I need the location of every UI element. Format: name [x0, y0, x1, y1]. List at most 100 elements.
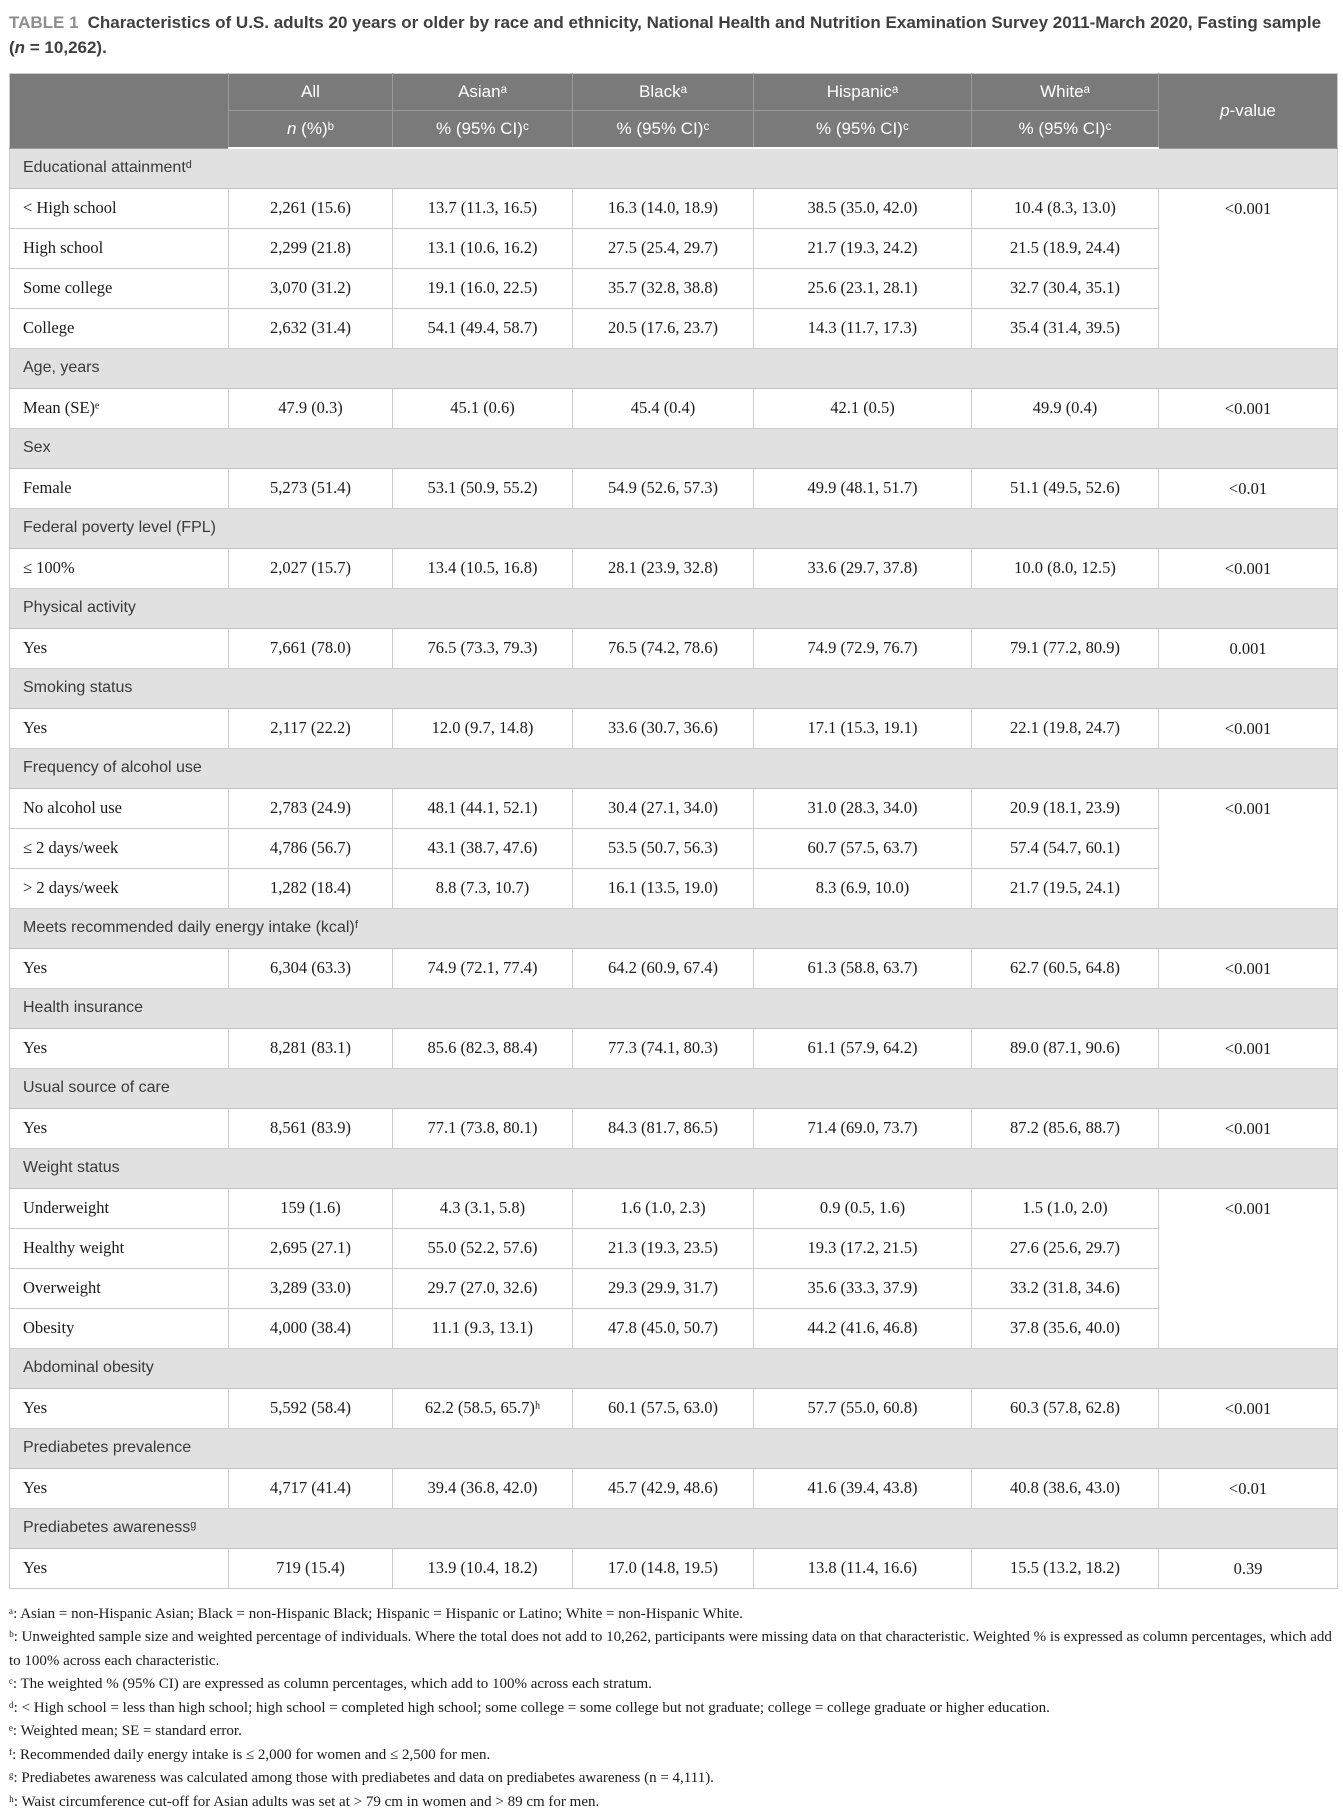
value-cell-asian: 4.3 (3.1, 5.8) — [393, 1188, 573, 1228]
value-cell-black: 1.6 (1.0, 2.3) — [573, 1188, 754, 1228]
section-header-abdominal-obesity: Abdominal obesity — [10, 1348, 1338, 1388]
value-cell-black: 27.5 (25.4, 29.7) — [573, 228, 754, 268]
pvalue-header-italic: p — [1220, 101, 1229, 120]
value-cell-all: 159 (1.6) — [229, 1188, 393, 1228]
row-label-high-school: High school — [10, 228, 229, 268]
value-cell-hispanic: 31.0 (28.3, 34.0) — [754, 788, 972, 828]
value-cell-hispanic: 35.6 (33.3, 37.9) — [754, 1268, 972, 1308]
footnotes: ᵃ: Asian = non-Hispanic Asian; Black = n… — [9, 1603, 1337, 1814]
value-cell-hispanic: 38.5 (35.0, 42.0) — [754, 188, 972, 228]
value-cell-asian: 55.0 (52.2, 57.6) — [393, 1228, 573, 1268]
value-cell-asian: 43.1 (38.7, 47.6) — [393, 828, 573, 868]
value-cell-all: 5,273 (51.4) — [229, 468, 393, 508]
p-value-cell: <0.001 — [1159, 708, 1338, 748]
value-cell-white: 57.4 (54.7, 60.1) — [972, 828, 1159, 868]
value-cell-all: 2,027 (15.7) — [229, 548, 393, 588]
row-label-yes: Yes — [10, 1468, 229, 1508]
characteristics-table: All Asianᵃ Blackᵃ Hispanicᵃ Whiteᵃ p-val… — [9, 73, 1338, 1589]
p-value-cell: <0.01 — [1159, 468, 1338, 508]
p-value-cell: <0.001 — [1159, 1188, 1338, 1348]
value-cell-asian: 62.2 (58.5, 65.7)ʰ — [393, 1388, 573, 1428]
value-cell-white: 32.7 (30.4, 35.1) — [972, 268, 1159, 308]
subcol-header-n-pct: n (%)ᵇ — [229, 111, 393, 149]
value-cell-asian: 29.7 (27.0, 32.6) — [393, 1268, 573, 1308]
value-cell-asian: 13.9 (10.4, 18.2) — [393, 1548, 573, 1588]
row-label-mean-se: Mean (SE)ᵉ — [10, 388, 229, 428]
row-label-no-alcohol-use: No alcohol use — [10, 788, 229, 828]
row-label-yes: Yes — [10, 628, 229, 668]
subcol-header-ci-hispanic: % (95% CI)ᶜ — [754, 111, 972, 149]
value-cell-asian: 19.1 (16.0, 22.5) — [393, 268, 573, 308]
value-cell-hispanic: 61.1 (57.9, 64.2) — [754, 1028, 972, 1068]
row-label-yes: Yes — [10, 1388, 229, 1428]
value-cell-all: 8,561 (83.9) — [229, 1108, 393, 1148]
section-header-smoking-status: Smoking status — [10, 668, 1338, 708]
section-header-prediabetes-prevalence: Prediabetes prevalence — [10, 1428, 1338, 1468]
value-cell-black: 20.5 (17.6, 23.7) — [573, 308, 754, 348]
value-cell-black: 45.7 (42.9, 48.6) — [573, 1468, 754, 1508]
value-cell-all: 2,299 (21.8) — [229, 228, 393, 268]
value-cell-asian: 39.4 (36.8, 42.0) — [393, 1468, 573, 1508]
value-cell-asian: 53.1 (50.9, 55.2) — [393, 468, 573, 508]
value-cell-hispanic: 17.1 (15.3, 19.1) — [754, 708, 972, 748]
row-label-obesity: Obesity — [10, 1308, 229, 1348]
section-header-sex: Sex — [10, 428, 1338, 468]
footnote-5: ᶠ: Recommended daily energy intake is ≤ … — [9, 1744, 1337, 1768]
value-cell-black: 33.6 (30.7, 36.6) — [573, 708, 754, 748]
footnote-7: ʰ: Waist circumference cut-off for Asian… — [9, 1791, 1337, 1814]
value-cell-all: 4,786 (56.7) — [229, 828, 393, 868]
value-cell-black: 35.7 (32.8, 38.8) — [573, 268, 754, 308]
value-cell-white: 60.3 (57.8, 62.8) — [972, 1388, 1159, 1428]
footnote-2: ᶜ: The weighted % (95% CI) are expressed… — [9, 1673, 1337, 1697]
value-cell-hispanic: 41.6 (39.4, 43.8) — [754, 1468, 972, 1508]
value-cell-all: 7,661 (78.0) — [229, 628, 393, 668]
value-cell-asian: 13.4 (10.5, 16.8) — [393, 548, 573, 588]
row-label-100: ≤ 100% — [10, 548, 229, 588]
value-cell-all: 2,783 (24.9) — [229, 788, 393, 828]
row-label-yes: Yes — [10, 1028, 229, 1068]
value-cell-white: 27.6 (25.6, 29.7) — [972, 1228, 1159, 1268]
value-cell-hispanic: 14.3 (11.7, 17.3) — [754, 308, 972, 348]
value-cell-white: 15.5 (13.2, 18.2) — [972, 1548, 1159, 1588]
value-cell-white: 89.0 (87.1, 90.6) — [972, 1028, 1159, 1068]
p-value-cell: <0.001 — [1159, 948, 1338, 988]
value-cell-white: 79.1 (77.2, 80.9) — [972, 628, 1159, 668]
value-cell-white: 37.8 (35.6, 40.0) — [972, 1308, 1159, 1348]
subcol-header-ci-white: % (95% CI)ᶜ — [972, 111, 1159, 149]
n-header-rest: (%)ᵇ — [296, 119, 334, 138]
value-cell-black: 29.3 (29.9, 31.7) — [573, 1268, 754, 1308]
table-caption-n: n — [15, 38, 25, 57]
section-header-federal-poverty-level-fpl: Federal poverty level (FPL) — [10, 508, 1338, 548]
footnote-4: ᵉ: Weighted mean; SE = standard error. — [9, 1720, 1337, 1744]
value-cell-white: 87.2 (85.6, 88.7) — [972, 1108, 1159, 1148]
p-value-cell: <0.001 — [1159, 188, 1338, 348]
value-cell-hispanic: 33.6 (29.7, 37.8) — [754, 548, 972, 588]
section-header-meets-recommended-daily-energy-intake-kcal: Meets recommended daily energy intake (k… — [10, 908, 1338, 948]
table-caption-label: TABLE 1 — [9, 13, 88, 32]
row-label-high-school: < High school — [10, 188, 229, 228]
p-value-cell: <0.001 — [1159, 1388, 1338, 1428]
row-label-some-college: Some college — [10, 268, 229, 308]
value-cell-white: 1.5 (1.0, 2.0) — [972, 1188, 1159, 1228]
value-cell-asian: 48.1 (44.1, 52.1) — [393, 788, 573, 828]
value-cell-black: 84.3 (81.7, 86.5) — [573, 1108, 754, 1148]
value-cell-all: 4,717 (41.4) — [229, 1468, 393, 1508]
pvalue-header-rest: -value — [1230, 101, 1276, 120]
section-header-educational-attainment: Educational attainmentᵈ — [10, 148, 1338, 188]
value-cell-black: 16.3 (14.0, 18.9) — [573, 188, 754, 228]
p-value-cell: <0.001 — [1159, 788, 1338, 908]
value-cell-hispanic: 21.7 (19.3, 24.2) — [754, 228, 972, 268]
footnote-0: ᵃ: Asian = non-Hispanic Asian; Black = n… — [9, 1603, 1337, 1627]
table-header: All Asianᵃ Blackᵃ Hispanicᵃ Whiteᵃ p-val… — [10, 74, 1338, 149]
